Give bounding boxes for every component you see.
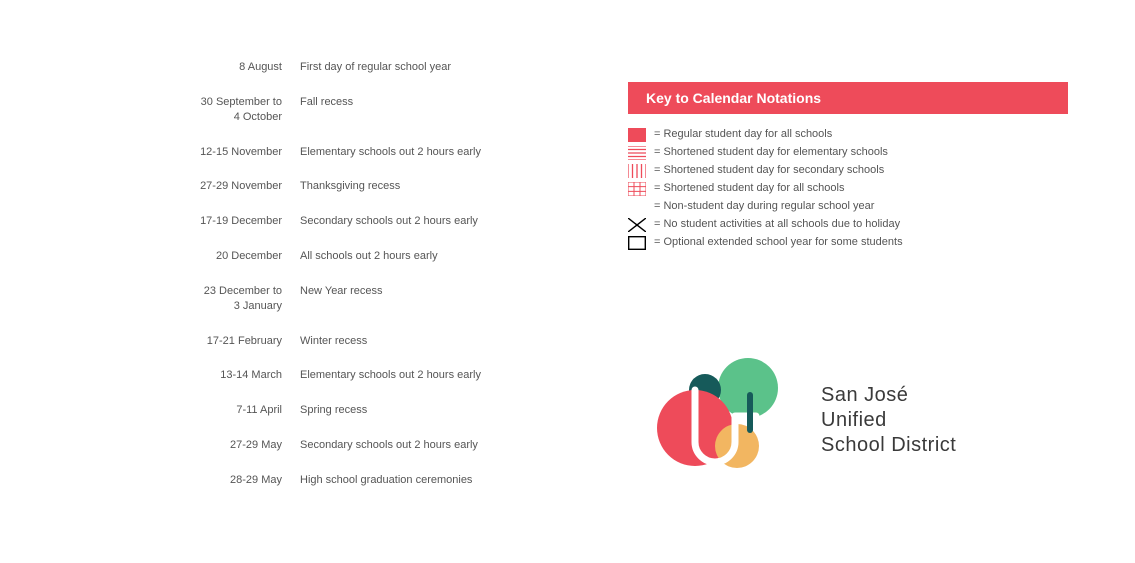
event-row: 17-19 DecemberSecondary schools out 2 ho… bbox=[170, 214, 570, 229]
event-row: 30 September to 4 OctoberFall recess bbox=[170, 95, 570, 125]
key-row: = Regular student day for all schools bbox=[628, 128, 1068, 142]
key-row: = Shortened student day for elementary s… bbox=[628, 146, 1068, 160]
logo-line1: San José bbox=[821, 383, 956, 408]
key-swatch bbox=[628, 236, 646, 250]
key-body: = Regular student day for all schools = S… bbox=[628, 114, 1068, 250]
logo: San José Unified School District bbox=[640, 350, 1060, 490]
key-label: = Shortened student day for elementary s… bbox=[654, 146, 888, 159]
event-date: 23 December to 3 January bbox=[170, 284, 300, 314]
key-swatch bbox=[628, 182, 646, 196]
event-row: 8 AugustFirst day of regular school year bbox=[170, 60, 570, 75]
key-label: = Regular student day for all schools bbox=[654, 128, 832, 141]
key-row: = Optional extended school year for some… bbox=[628, 236, 1068, 250]
event-row: 13-14 MarchElementary schools out 2 hour… bbox=[170, 368, 570, 383]
event-desc: Winter recess bbox=[300, 334, 570, 349]
event-date: 13-14 March bbox=[170, 368, 300, 383]
event-row: 7-11 AprilSpring recess bbox=[170, 403, 570, 418]
key-row: = Shortened student day for secondary sc… bbox=[628, 164, 1068, 178]
events-list: 8 AugustFirst day of regular school year… bbox=[170, 60, 570, 508]
key-swatch bbox=[628, 200, 646, 214]
event-desc: Secondary schools out 2 hours early bbox=[300, 438, 570, 453]
event-date: 7-11 April bbox=[170, 403, 300, 418]
key-panel: Key to Calendar Notations = Regular stud… bbox=[628, 82, 1068, 254]
event-row: 28-29 MayHigh school graduation ceremoni… bbox=[170, 473, 570, 488]
key-swatch bbox=[628, 128, 646, 142]
event-desc: Elementary schools out 2 hours early bbox=[300, 368, 570, 383]
event-desc: All schools out 2 hours early bbox=[300, 249, 570, 264]
event-desc: New Year recess bbox=[300, 284, 570, 314]
key-label: = Optional extended school year for some… bbox=[654, 236, 903, 249]
key-row: = No student activities at all schools d… bbox=[628, 218, 1068, 232]
event-row: 23 December to 3 JanuaryNew Year recess bbox=[170, 284, 570, 314]
event-date: 8 August bbox=[170, 60, 300, 75]
event-row: 17-21 FebruaryWinter recess bbox=[170, 334, 570, 349]
key-label: = Shortened student day for secondary sc… bbox=[654, 164, 884, 177]
event-desc: Spring recess bbox=[300, 403, 570, 418]
event-date: 30 September to 4 October bbox=[170, 95, 300, 125]
logo-text: San José Unified School District bbox=[821, 383, 956, 458]
event-row: 27-29 NovemberThanksgiving recess bbox=[170, 179, 570, 194]
event-row: 20 DecemberAll schools out 2 hours early bbox=[170, 249, 570, 264]
key-swatch bbox=[628, 146, 646, 160]
event-date: 17-21 February bbox=[170, 334, 300, 349]
event-date: 12-15 November bbox=[170, 145, 300, 160]
event-date: 27-29 November bbox=[170, 179, 300, 194]
event-date: 28-29 May bbox=[170, 473, 300, 488]
logo-line2: Unified bbox=[821, 408, 956, 433]
key-row: = Non-student day during regular school … bbox=[628, 200, 1068, 214]
key-label: = Non-student day during regular school … bbox=[654, 200, 874, 213]
key-label: = Shortened student day for all schools bbox=[654, 182, 844, 195]
logo-line3: School District bbox=[821, 433, 956, 458]
event-desc: Fall recess bbox=[300, 95, 570, 125]
key-swatch bbox=[628, 164, 646, 178]
event-desc: Elementary schools out 2 hours early bbox=[300, 145, 570, 160]
event-desc: First day of regular school year bbox=[300, 60, 570, 75]
event-date: 17-19 December bbox=[170, 214, 300, 229]
key-row: = Shortened student day for all schools bbox=[628, 182, 1068, 196]
event-date: 20 December bbox=[170, 249, 300, 264]
event-desc: High school graduation ceremonies bbox=[300, 473, 570, 488]
key-title: Key to Calendar Notations bbox=[628, 82, 1068, 114]
key-swatch bbox=[628, 218, 646, 232]
key-label: = No student activities at all schools d… bbox=[654, 218, 900, 231]
event-row: 12-15 NovemberElementary schools out 2 h… bbox=[170, 145, 570, 160]
event-date: 27-29 May bbox=[170, 438, 300, 453]
event-row: 27-29 MaySecondary schools out 2 hours e… bbox=[170, 438, 570, 453]
event-desc: Secondary schools out 2 hours early bbox=[300, 214, 570, 229]
logo-mark bbox=[640, 350, 805, 490]
event-desc: Thanksgiving recess bbox=[300, 179, 570, 194]
